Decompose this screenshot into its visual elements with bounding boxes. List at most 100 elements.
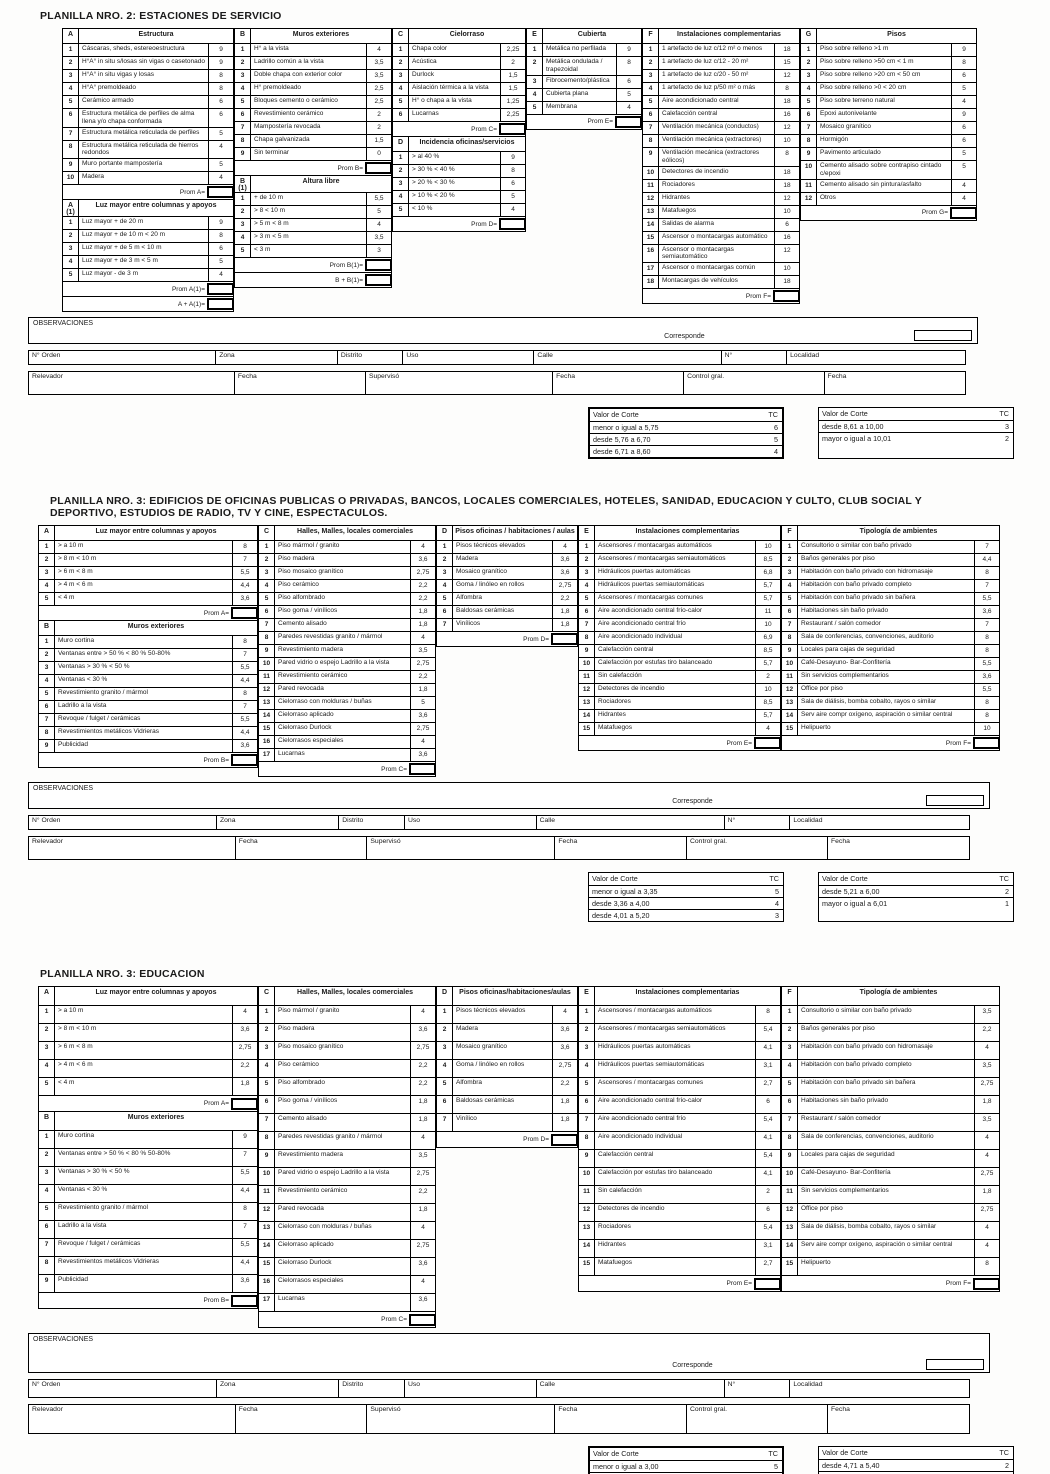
field-segment[interactable]: Localidad (790, 1380, 969, 1397)
row-number: 5 (39, 1078, 55, 1096)
field-segment[interactable]: Fecha (553, 372, 685, 395)
row-value: 5,5 (232, 662, 257, 675)
prom-value-box[interactable] (499, 123, 526, 135)
row-number: 7 (643, 122, 659, 134)
row-number: 13 (643, 205, 659, 218)
field-segment[interactable]: Distrito (339, 1380, 405, 1398)
field-segment[interactable]: Uso (405, 1380, 537, 1398)
prom-value-box[interactable] (615, 115, 642, 128)
field-segment[interactable]: Calle (534, 351, 722, 365)
field-segment[interactable]: Control gral. (687, 1405, 828, 1434)
row-label: Sala de conferencias, convenciones, audi… (801, 1133, 934, 1141)
corresponde-box[interactable] (926, 1359, 984, 1371)
prom-value-box[interactable] (365, 259, 392, 271)
field-segment[interactable]: Localidad (790, 816, 969, 829)
row-label: H° o chapa a la vista (412, 97, 472, 104)
field-segment[interactable]: Zona (216, 351, 338, 365)
row-value: 7 (232, 554, 257, 567)
prom-value-box[interactable] (551, 1133, 578, 1146)
table-row: 13 Cielorraso con molduras / buñas 4 (259, 1221, 435, 1240)
observations-box[interactable]: OBSERVACIONES Corresponde (28, 1333, 990, 1374)
prom-value-box[interactable] (551, 633, 578, 646)
prom-value-box[interactable] (754, 737, 781, 750)
prom-value-box[interactable] (207, 186, 234, 199)
field-segment[interactable]: Zona (217, 816, 340, 830)
field-segment[interactable]: Localidad (787, 351, 965, 364)
prom-value-box[interactable] (207, 283, 234, 296)
field-segment[interactable]: Distrito (338, 351, 404, 365)
prom-label: Prom B= (337, 164, 363, 172)
field-label: Fecha (830, 1406, 850, 1414)
prom-value-box[interactable] (409, 763, 436, 776)
prom-value-box[interactable] (365, 274, 392, 286)
field-segment[interactable]: N° Orden (29, 351, 217, 365)
field-segment[interactable]: N° (725, 1380, 791, 1398)
row-number: 6 (39, 701, 55, 714)
field-segment[interactable]: Fecha (555, 1405, 687, 1434)
field-segment[interactable]: Supervisó (366, 372, 554, 395)
row-value: 6,8 (755, 567, 780, 580)
field-segment[interactable]: Fecha (236, 837, 368, 860)
field-segment[interactable]: Fecha (828, 837, 969, 859)
prom-value-box[interactable] (365, 162, 392, 174)
field-label: Calle (539, 1381, 556, 1389)
row-number: 15 (259, 723, 275, 736)
cut-range: desde 8,61 a 10,00 (822, 422, 884, 432)
field-segment[interactable]: Fecha (235, 372, 366, 395)
prom-value-box[interactable] (973, 737, 1000, 750)
prom-value-box[interactable] (973, 1277, 1000, 1290)
prom-value-box[interactable] (207, 298, 234, 311)
prom-value-box[interactable] (499, 218, 526, 230)
field-segment[interactable]: Control gral. (687, 837, 828, 860)
field-segment[interactable]: N° Orden (29, 1380, 217, 1398)
row-number: 5 (235, 96, 251, 108)
field-segment[interactable]: Zona (217, 1380, 340, 1398)
row-number: 6 (437, 1096, 453, 1114)
field-segment[interactable]: Fecha (555, 837, 687, 860)
row-number: 3 (782, 1042, 798, 1060)
prom-value-box[interactable] (231, 1294, 258, 1307)
field-segment[interactable]: N° Orden (29, 816, 217, 830)
field-segment[interactable]: Relevador (29, 1405, 236, 1434)
row-label: > 4 m < 6 m (58, 581, 93, 589)
prom-value-box[interactable] (754, 1277, 781, 1290)
field-segment[interactable]: Fecha (236, 1405, 368, 1434)
field-segment[interactable]: Relevador (29, 372, 235, 395)
row-label: > 8 m < 10 m (58, 1025, 97, 1033)
prom-value-box[interactable] (231, 754, 258, 767)
prom-value-box[interactable] (773, 290, 800, 303)
field-segment[interactable]: Calle (537, 1380, 725, 1398)
field-segment[interactable]: Fecha (825, 372, 965, 394)
row-value: 10 (974, 723, 999, 736)
field-segment[interactable]: Supervisó (367, 837, 556, 860)
field-segment[interactable]: Uso (405, 816, 537, 830)
cut-table-header: Valor de Corte TC (590, 409, 782, 421)
corresponde-box[interactable] (926, 795, 984, 807)
row-label: Aire acondicionado central frío (598, 620, 686, 628)
table-row: 3 Hidráulicos puertas automáticas 4,1 (579, 1041, 780, 1060)
corresponde-box[interactable] (914, 330, 972, 342)
prom-value-box[interactable] (409, 1313, 436, 1326)
field-segment[interactable]: Uso (403, 351, 535, 365)
field-segment[interactable]: Distrito (339, 816, 405, 830)
prom-value-box[interactable] (950, 206, 977, 219)
section-title: Incidencia oficinas/servicios (419, 139, 515, 146)
field-segment[interactable]: Calle (537, 816, 725, 830)
field-segment[interactable]: Fecha (828, 1405, 969, 1433)
prom-value-box[interactable] (231, 607, 258, 620)
field-segment[interactable]: Control gral. (684, 372, 825, 395)
field-segment[interactable]: N° (722, 351, 788, 365)
row-value: 10 (755, 684, 780, 697)
table-row: 1 Pisos técnicos elevados 4 (437, 1005, 577, 1024)
observations-box[interactable]: OBSERVACIONES Corresponde (28, 317, 978, 345)
table-row: 14 Serv aire compr oxígeno, aspiración o … (782, 709, 999, 723)
row-number: 3 (801, 70, 817, 82)
field-segment[interactable]: Supervisó (367, 1405, 556, 1434)
field-segment[interactable]: N° (725, 816, 791, 830)
row-label: Ventanas < 30 % (58, 1186, 108, 1194)
row-number: 2 (235, 206, 251, 218)
observations-box[interactable]: OBSERVACIONES Corresponde (28, 782, 990, 810)
prom-value-box[interactable] (231, 1097, 258, 1110)
field-segment[interactable]: Relevador (29, 837, 236, 860)
prom-row: Prom C= (259, 761, 436, 776)
